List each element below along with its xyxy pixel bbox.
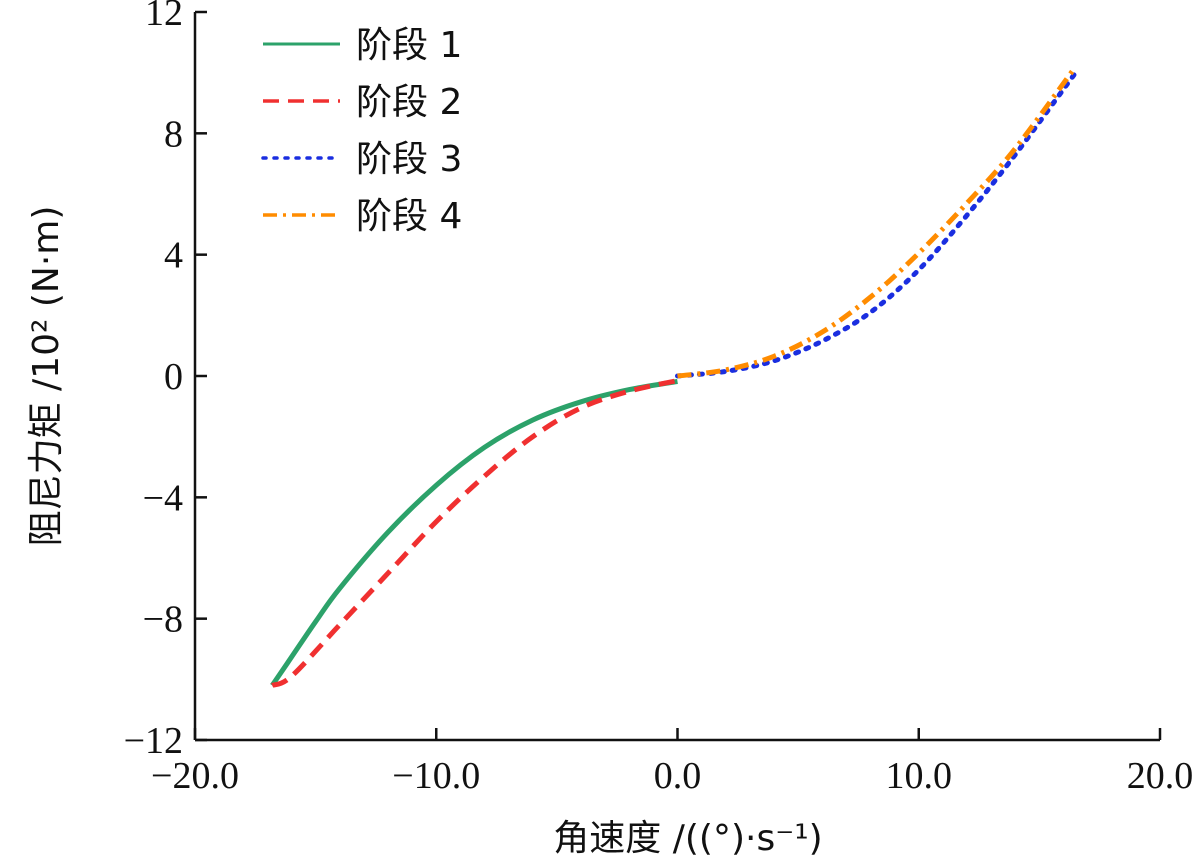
- y-tick-label: −8: [143, 599, 183, 641]
- ticks: [193, 10, 1162, 742]
- x-tick-label: 0.0: [654, 755, 702, 797]
- legend: 阶段 1 阶段 2 阶段 3 阶段 4: [261, 25, 462, 237]
- y-axis-label: 阻尼力矩 /10² (N·m): [26, 206, 67, 547]
- series-line-2: [271, 378, 679, 688]
- y-tick-label: 0: [164, 356, 183, 398]
- y-tick-label: −12: [124, 720, 183, 762]
- x-tick-label: 20.0: [1127, 755, 1194, 797]
- legend-label-2: 阶段 2: [356, 82, 462, 123]
- x-tick-label: 10.0: [886, 755, 953, 797]
- series-line-3: [675, 70, 1079, 379]
- legend-label-4: 阶段 4: [356, 196, 462, 237]
- x-tick-label: −20.0: [151, 755, 239, 797]
- y-tick-label: 8: [164, 113, 183, 155]
- legend-label-3: 阶段 3: [356, 139, 462, 180]
- x-tick-label: −10.0: [392, 755, 480, 797]
- series-line-4: [677, 65, 1078, 379]
- y-tick-label: −4: [143, 477, 183, 519]
- y-tick-label: 4: [164, 235, 183, 277]
- plot-area: [270, 65, 1079, 688]
- x-axis-label: 角速度 /((°)·s⁻¹): [553, 818, 822, 859]
- legend-label-1: 阶段 1: [356, 25, 462, 66]
- series-line-1: [270, 379, 678, 687]
- y-tick-label: 12: [145, 0, 183, 34]
- tick-labels: −20.0 −10.0 0.0 10.0 20.0 −12 −8 −4 0 4 8 12: [124, 0, 1194, 797]
